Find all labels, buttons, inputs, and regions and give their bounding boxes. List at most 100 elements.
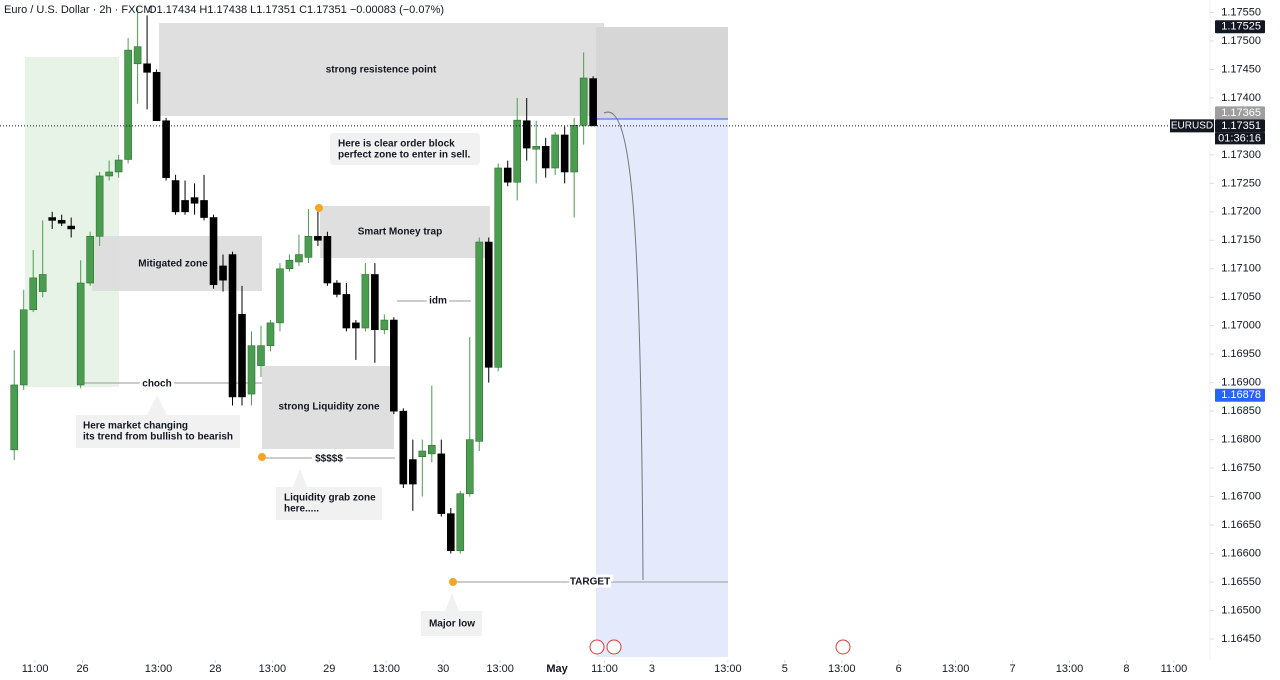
y-tick-label: 1.17300 bbox=[1221, 149, 1261, 161]
candle-body bbox=[333, 282, 341, 295]
candle-body bbox=[181, 200, 189, 213]
x-tick-label: 7 bbox=[1010, 663, 1016, 675]
annotation: strong Liquidity zone bbox=[278, 402, 380, 413]
candle-body bbox=[257, 345, 265, 366]
annotation: idm bbox=[429, 296, 447, 307]
smt-dot bbox=[315, 204, 323, 212]
price-label-text: 1.16878 bbox=[1221, 389, 1261, 401]
candle-body bbox=[323, 236, 332, 284]
price-label-text: 1.17525 bbox=[1221, 21, 1261, 33]
candle-body bbox=[352, 322, 360, 329]
order-block-callout bbox=[330, 133, 480, 165]
y-tick-label: 1.17550 bbox=[1221, 6, 1261, 18]
candle-body bbox=[522, 120, 531, 149]
y-tick-label: 1.16950 bbox=[1221, 348, 1261, 360]
y-tick-label: 1.17450 bbox=[1221, 63, 1261, 75]
candle-body bbox=[418, 450, 427, 458]
candle-body bbox=[437, 453, 446, 514]
x-tick-label: 13:00 bbox=[259, 663, 287, 675]
y-tick-label: 1.16550 bbox=[1221, 576, 1261, 588]
smt-zone bbox=[320, 206, 490, 258]
x-tick-label: 26 bbox=[76, 663, 88, 675]
trend-callout bbox=[76, 395, 240, 448]
price-label-text: 1.17365 bbox=[1221, 107, 1261, 119]
candle-body bbox=[314, 236, 322, 241]
candle-body bbox=[19, 309, 28, 386]
flag-icon bbox=[606, 639, 622, 655]
y-tick-label: 1.16450 bbox=[1221, 633, 1261, 645]
candle-body bbox=[67, 225, 75, 230]
candle-body bbox=[285, 259, 294, 270]
x-tick-label: 13:00 bbox=[942, 663, 970, 675]
price-label: 1.17351 EURUSD 01:36:16 bbox=[1170, 119, 1265, 145]
candle-body bbox=[295, 254, 303, 263]
x-tick-label: 28 bbox=[209, 663, 221, 675]
candle-body bbox=[342, 294, 351, 329]
x-tick-label: 11:00 bbox=[22, 663, 49, 675]
annotation: TARGET bbox=[570, 577, 610, 588]
y-tick-label: 1.17050 bbox=[1221, 291, 1261, 303]
candle-body bbox=[484, 241, 493, 368]
candle-body bbox=[152, 72, 161, 122]
candle-body bbox=[380, 319, 389, 331]
candle-body bbox=[238, 314, 246, 398]
candle-body bbox=[371, 274, 379, 331]
candle-body bbox=[456, 493, 465, 551]
price-label-box bbox=[1215, 20, 1265, 34]
candle-body bbox=[446, 513, 455, 551]
price-label-box bbox=[1215, 106, 1265, 120]
price-label-box bbox=[1215, 119, 1265, 133]
candle-body bbox=[10, 384, 19, 451]
x-tick-label: 29 bbox=[323, 663, 335, 675]
candle-body bbox=[475, 241, 484, 442]
annotation: choch bbox=[142, 379, 171, 390]
candle-body bbox=[57, 220, 66, 224]
grab-callout bbox=[276, 469, 382, 520]
short-risk-box bbox=[596, 27, 728, 119]
x-tick-label: 8 bbox=[1123, 663, 1129, 675]
candle-body bbox=[361, 274, 370, 329]
x-tick-label: 5 bbox=[782, 663, 788, 675]
y-tick-label: 1.16800 bbox=[1221, 434, 1261, 446]
countdown-box bbox=[1215, 132, 1265, 145]
candle-body bbox=[390, 319, 398, 412]
annotation: its trend from bullish to bearish bbox=[83, 432, 233, 443]
liquidity-zone bbox=[262, 366, 394, 449]
bullish-zone bbox=[25, 57, 119, 387]
candle-body bbox=[266, 322, 275, 346]
y-tick-label: 1.16900 bbox=[1221, 377, 1261, 389]
x-tick-label: 13:00 bbox=[145, 663, 173, 675]
candle-body bbox=[105, 171, 113, 177]
major-low-callout bbox=[421, 593, 482, 636]
candle-body bbox=[570, 124, 578, 173]
y-tick-label: 1.17150 bbox=[1221, 234, 1261, 246]
candle-body bbox=[532, 146, 540, 150]
symbol-box bbox=[1170, 119, 1214, 133]
x-tick-label: 13:00 bbox=[828, 663, 856, 675]
candle-body bbox=[209, 217, 218, 286]
y-tick-label: 1.17100 bbox=[1221, 263, 1261, 275]
x-tick-label: 13:00 bbox=[714, 663, 742, 675]
x-tick-label: 3 bbox=[649, 663, 655, 675]
x-tick-label: 13:00 bbox=[372, 663, 400, 675]
x-tick-label: 11:00 bbox=[1161, 663, 1188, 675]
symbol-label: EURUSD bbox=[1171, 120, 1213, 131]
x-tick-label: 13:00 bbox=[1056, 663, 1084, 675]
y-tick-label: 1.16500 bbox=[1221, 604, 1261, 616]
annotation: Liquidity grab zone bbox=[284, 493, 376, 504]
candle-body bbox=[399, 410, 408, 485]
target-dot bbox=[449, 578, 457, 586]
candle-body bbox=[465, 439, 474, 495]
candle-body bbox=[133, 46, 142, 65]
x-tick-label: 13:00 bbox=[486, 663, 514, 675]
candle-body bbox=[560, 134, 569, 173]
y-tick-label: 1.16650 bbox=[1221, 519, 1261, 531]
y-tick-label: 1.16600 bbox=[1221, 547, 1261, 559]
candle-body bbox=[29, 277, 38, 311]
projection-curve bbox=[603, 111, 644, 581]
x-tick-label: 30 bbox=[437, 663, 449, 675]
annotation: perfect zone to enter in sell. bbox=[338, 150, 470, 161]
candle-body bbox=[143, 63, 151, 73]
countdown-label: 01:36:16 bbox=[1218, 132, 1261, 144]
ohlc-header: O1.17434 H1.17438 L1.17351 C1.17351 −0.0… bbox=[148, 4, 444, 16]
